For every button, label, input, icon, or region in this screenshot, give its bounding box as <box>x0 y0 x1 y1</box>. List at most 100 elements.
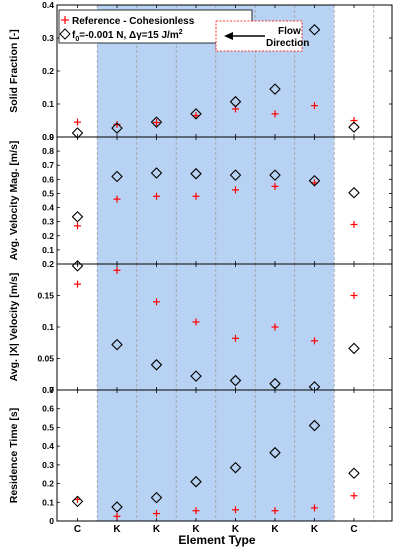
point-cohesive-3 <box>150 359 163 371</box>
y-axis-label: Avg. |X| Velocity [m/s] <box>8 273 20 382</box>
y-tick-label: 0 <box>49 132 54 142</box>
y-tick-label: 0 <box>49 516 54 526</box>
x-tick-label: K <box>153 524 161 535</box>
y-axis-label: Solid Fraction [-] <box>8 29 20 112</box>
panels-layer: 0 0.1 0.2 0.3 0.4 Solid Fraction [-] 0.1 0.2 0.3… <box>8 0 393 535</box>
point-reference-2 <box>113 512 121 520</box>
y-tick-label: 0.2 <box>42 259 54 269</box>
point-cohesive-4 <box>190 108 202 120</box>
point-cohesive-8 <box>348 186 360 199</box>
y-tick-label: 0.4 <box>42 441 54 451</box>
point-cohesive-3 <box>150 167 163 179</box>
point-reference-8 <box>350 492 358 500</box>
left-arrow-icon <box>224 32 233 40</box>
point-cohesive-1 <box>71 260 84 272</box>
legend-label-reference: Reference - Cohesionless <box>72 16 195 27</box>
flow-label-line2: Direction <box>266 38 309 49</box>
y-tick-label: 0.7 <box>42 160 54 170</box>
point-cohesive-5 <box>229 169 242 181</box>
y-tick-label: 0.1 <box>42 245 54 255</box>
point-cohesive-6 <box>269 377 281 390</box>
point-reference-1 <box>74 495 81 503</box>
point-cohesive-2 <box>111 501 123 513</box>
y-tick-label: 0.6 <box>42 404 54 414</box>
point-reference-6 <box>271 507 279 515</box>
y-tick-label: 0.8 <box>42 146 54 156</box>
point-cohesive-6 <box>269 83 281 95</box>
y-tick-label: 0.2 <box>42 479 54 489</box>
flow-direction-annotation: Flow Direction <box>215 20 309 52</box>
y-tick-label: 0.1 <box>42 322 54 332</box>
panel-3: 0 0.05 0.1 0.15 0.2 Avg. |X| Velocity [m/s] <box>8 259 393 395</box>
y-tick-label: 0.1 <box>42 497 54 507</box>
point-cohesive-5 <box>229 461 242 474</box>
point-cohesive-8 <box>348 467 360 480</box>
point-cohesive-4 <box>190 475 202 488</box>
x-tick-label: K <box>311 524 319 535</box>
point-reference-3 <box>153 298 160 306</box>
point-reference-1 <box>74 118 81 126</box>
point-cohesive-4 <box>190 167 202 180</box>
y-tick-label: 0.05 <box>37 354 54 364</box>
point-cohesive-6 <box>269 169 281 181</box>
point-cohesive-2 <box>111 170 123 183</box>
x-axis-label: Element Type <box>178 533 255 547</box>
point-reference-1 <box>74 222 81 230</box>
point-reference-6 <box>271 110 279 118</box>
x-tick-label: K <box>113 524 121 535</box>
y-tick-label: 0.2 <box>42 66 54 76</box>
y-tick-label: 0.5 <box>42 188 54 198</box>
point-cohesive-4 <box>190 370 202 382</box>
point-reference-3 <box>153 510 160 518</box>
y-tick-label: 0.9 <box>42 132 54 142</box>
point-cohesive-8 <box>348 342 360 355</box>
point-cohesive-2 <box>111 338 123 351</box>
point-reference-3 <box>153 118 160 126</box>
point-cohesive-5 <box>229 374 242 387</box>
point-reference-1 <box>74 280 81 288</box>
point-reference-6 <box>271 182 279 190</box>
point-reference-2 <box>113 266 121 274</box>
x-tick-label: K <box>271 524 279 535</box>
point-reference-4 <box>192 318 200 326</box>
point-reference-4 <box>192 112 200 120</box>
point-reference-4 <box>192 192 200 200</box>
y-tick-label: 0.6 <box>42 174 54 184</box>
point-reference-8 <box>350 220 358 228</box>
point-cohesive-5 <box>229 95 242 108</box>
point-reference-8 <box>350 292 358 299</box>
point-cohesive-6 <box>269 446 281 459</box>
point-reference-7 <box>311 337 318 345</box>
y-tick-label: 0.1 <box>42 99 54 109</box>
legend-label-cohesive: f0=-0.001 N, Δγ=15 J/m2 <box>72 29 183 43</box>
point-reference-5 <box>232 334 239 342</box>
point-cohesive-1 <box>71 210 84 223</box>
x-tick-label: K <box>232 524 240 535</box>
point-cohesive-2 <box>111 122 123 134</box>
point-reference-6 <box>271 323 279 331</box>
x-tick-label: C <box>350 524 357 535</box>
y-tick-label: 0.5 <box>42 422 54 432</box>
point-cohesive-3 <box>150 491 163 504</box>
panel-2: 0.1 0.2 0.3 0.4 0.5 0.6 0.7 0.8 0.9 Avg. Velocity… <box>8 132 393 265</box>
y-tick-label: 0.7 <box>42 385 54 395</box>
y-tick-label: 0 <box>49 385 54 395</box>
point-cohesive-7 <box>308 23 321 36</box>
y-tick-label: 0.3 <box>42 217 54 227</box>
y-tick-label: 0.3 <box>42 33 54 43</box>
y-tick-label: 0.15 <box>37 291 54 301</box>
y-tick-label: 0.3 <box>42 460 54 470</box>
point-cohesive-3 <box>150 116 163 128</box>
y-tick-label: 0.4 <box>42 203 54 213</box>
point-reference-7 <box>311 102 318 110</box>
point-cohesive-8 <box>348 121 360 133</box>
point-reference-5 <box>232 506 239 514</box>
x-tick-label: C <box>74 524 81 535</box>
point-cohesive-7 <box>308 174 321 187</box>
point-reference-2 <box>113 120 121 128</box>
panel-4: 0 0.1 0.2 0.3 0.4 0.5 0.6 0.7 Residence Time [s] <box>8 385 393 526</box>
flow-label-line1: Flow <box>278 26 301 37</box>
point-reference-8 <box>350 117 358 124</box>
legend-marker-reference <box>61 16 69 24</box>
